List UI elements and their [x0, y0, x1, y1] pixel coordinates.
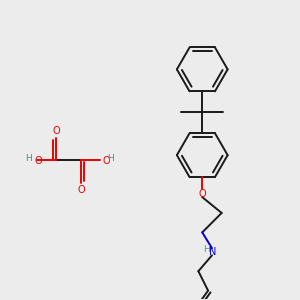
Text: O: O — [77, 185, 85, 195]
Text: O: O — [103, 156, 110, 166]
Text: H: H — [25, 154, 32, 164]
Text: H: H — [107, 154, 114, 164]
Text: O: O — [34, 156, 42, 166]
Text: O: O — [52, 126, 60, 136]
Text: H: H — [203, 245, 210, 254]
Text: N: N — [209, 247, 217, 257]
Text: O: O — [198, 188, 206, 199]
